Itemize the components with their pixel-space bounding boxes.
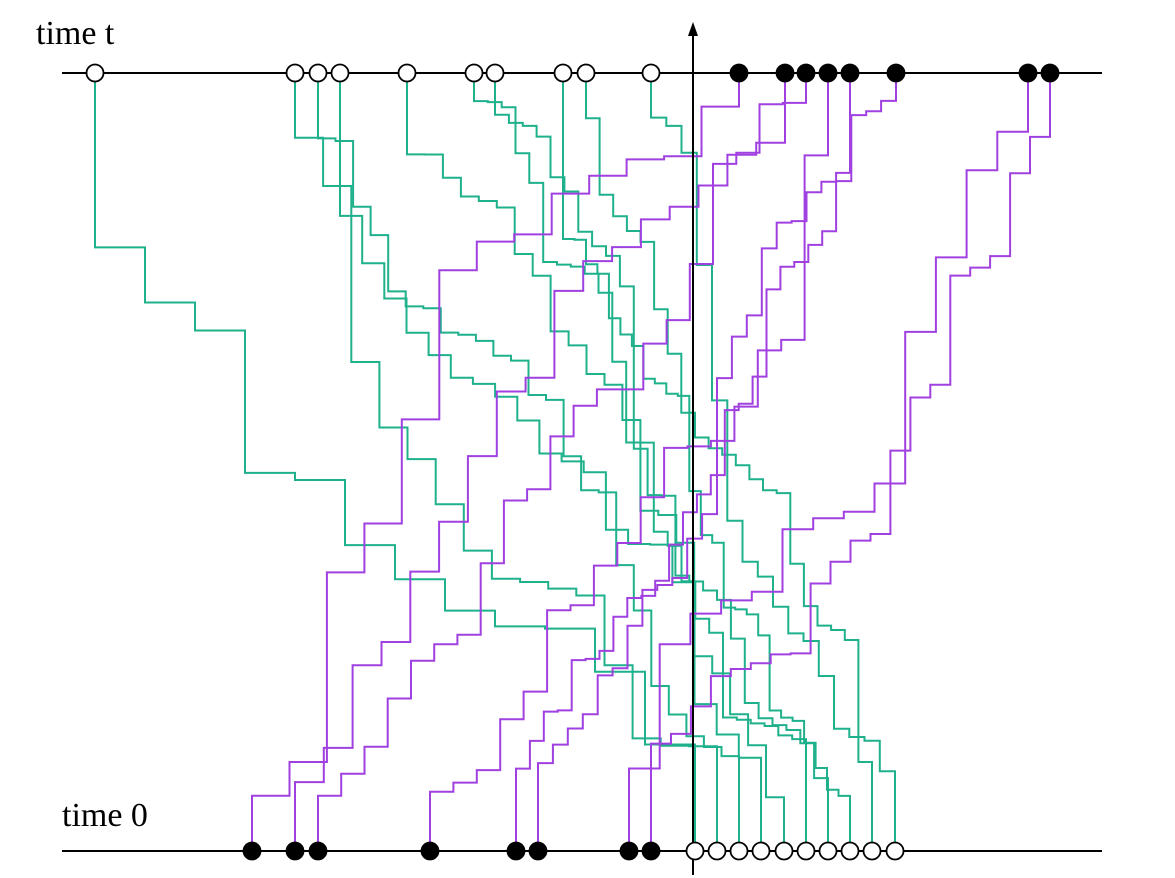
- hole: [885, 841, 905, 861]
- hole: [751, 841, 771, 861]
- hole: [485, 63, 505, 83]
- hole: [285, 63, 305, 83]
- trajectories: [94, 73, 1051, 851]
- hole: [464, 63, 484, 83]
- hole: [840, 841, 860, 861]
- hole: [641, 63, 661, 83]
- axis-arrow: [688, 22, 698, 36]
- hole: [685, 841, 705, 861]
- particle: [1040, 63, 1060, 83]
- hole: [862, 841, 882, 861]
- particle: [886, 63, 906, 83]
- particle: [641, 841, 661, 861]
- hole: [774, 841, 794, 861]
- hole: [85, 63, 105, 83]
- trajectory: [294, 73, 786, 851]
- particle: [775, 63, 795, 83]
- particle: [1018, 63, 1038, 83]
- trajectory: [515, 73, 851, 851]
- particle: [796, 63, 816, 83]
- hole: [818, 841, 838, 861]
- hole: [576, 63, 596, 83]
- trajectory: [585, 73, 873, 851]
- trajectory: [406, 73, 785, 851]
- trajectory: [429, 73, 829, 851]
- trajectory: [628, 73, 1029, 851]
- hole: [308, 63, 328, 83]
- particle: [420, 841, 440, 861]
- trajectory: [294, 73, 718, 851]
- particle: [242, 841, 262, 861]
- trajectory: [650, 73, 1051, 851]
- trajectory: [537, 73, 897, 851]
- hole: [330, 63, 350, 83]
- trajectory: [94, 73, 696, 851]
- top-label: time t: [36, 15, 115, 52]
- trajectory: [473, 73, 807, 851]
- trajectory: [562, 73, 851, 851]
- particle: [619, 841, 639, 861]
- particle: [840, 63, 860, 83]
- hole: [796, 841, 816, 861]
- hole: [553, 63, 573, 83]
- particle: [285, 841, 305, 861]
- hole: [707, 841, 727, 861]
- particles: [85, 63, 1060, 861]
- trajectory: [494, 73, 829, 851]
- trajectory: [251, 73, 740, 851]
- trajectory: [317, 73, 807, 851]
- particle: [528, 841, 548, 861]
- particle: [506, 841, 526, 861]
- hole: [729, 841, 749, 861]
- particle: [729, 63, 749, 83]
- bottom-label: time 0: [62, 797, 148, 834]
- particle: [818, 63, 838, 83]
- particle: [308, 841, 328, 861]
- hole: [397, 63, 417, 83]
